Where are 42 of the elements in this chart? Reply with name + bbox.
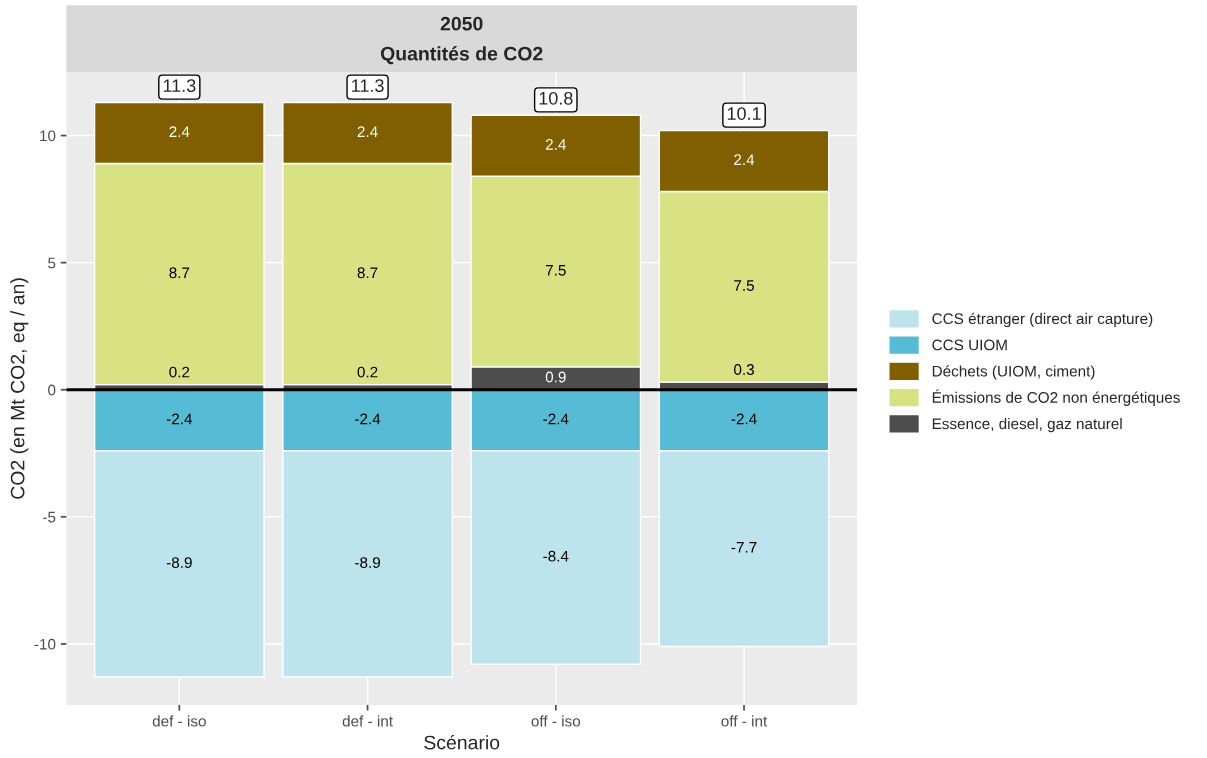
annotation: 10.8: [539, 91, 573, 105]
data-label: 7.5: [545, 264, 566, 276]
y-tick-label: 5: [48, 257, 56, 269]
data-label: 0.2: [357, 366, 378, 378]
data-label: -8.9: [166, 557, 192, 568]
data-label: 0.9: [545, 371, 566, 383]
chart-subtitle: Quantités de CO2: [380, 46, 543, 65]
data-label: -2.4: [731, 413, 757, 425]
y-tick-label: 10: [40, 130, 56, 142]
annotation: 10.1: [727, 107, 761, 120]
data-label: -2.4: [166, 413, 193, 425]
y-tick-label: -10: [34, 638, 56, 650]
data-label: 2.4: [169, 126, 190, 137]
data-label: 0.2: [169, 366, 190, 378]
data-label: 0.3: [734, 364, 754, 375]
annotation: 11.3: [163, 79, 196, 92]
x-tick-label: off - int: [721, 715, 768, 727]
y-axis-title: CO2 (en Mt CO2, eq / an): [10, 278, 29, 499]
data-label: 2.4: [357, 126, 378, 137]
x-tick-label: off - iso: [531, 715, 581, 727]
data-label: 8.7: [169, 267, 190, 279]
annotation: 11.3: [352, 79, 384, 92]
legend-label: CCS UIOM: [932, 339, 1007, 351]
x-tick-label: def - iso: [152, 715, 206, 727]
legend-label: Essence, diesel, gaz naturel: [932, 417, 1122, 433]
data-label: 2.4: [545, 139, 566, 150]
data-label: 7.5: [734, 280, 755, 291]
legend-label: CCS étranger (direct air capture): [932, 312, 1153, 328]
data-label: 2.4: [734, 154, 755, 165]
data-label: -8.9: [355, 557, 380, 568]
data-label: -2.4: [543, 413, 569, 425]
data-label: -8.4: [543, 550, 569, 562]
chart-title: 2050: [440, 16, 483, 31]
legend-label: Déchets (UIOM, ciment): [932, 365, 1095, 380]
data-label: -7.7: [731, 542, 757, 553]
data-label: 8.7: [357, 267, 378, 279]
x-axis-title: Scénario: [424, 734, 500, 750]
y-tick-label: 0: [48, 384, 56, 396]
y-tick-label: -5: [43, 511, 56, 523]
legend-label: Émissions de CO2 non énergétiques: [932, 389, 1180, 406]
data-label: -2.4: [355, 413, 381, 425]
x-tick-label: def - int: [342, 715, 393, 727]
